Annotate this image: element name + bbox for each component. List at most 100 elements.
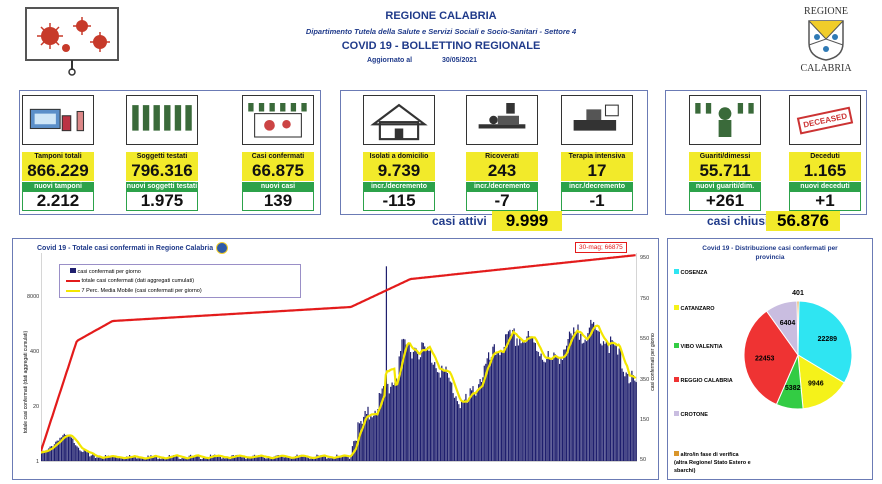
daily-bar bbox=[469, 388, 471, 461]
kpi-sub-value: 1.975 bbox=[126, 191, 198, 211]
daily-bar bbox=[143, 458, 145, 461]
line-chart-callout: 30-mag; 66875 bbox=[575, 242, 627, 253]
daily-bar bbox=[405, 344, 407, 461]
daily-bar bbox=[507, 331, 510, 461]
daily-bar bbox=[268, 457, 270, 461]
kpi-label: Soggetti testati bbox=[126, 152, 198, 161]
daily-bar bbox=[151, 456, 153, 461]
daily-bar bbox=[573, 327, 575, 461]
kpi-label: Ricoverati bbox=[466, 152, 538, 161]
daily-bar bbox=[505, 334, 507, 461]
daily-bar bbox=[387, 383, 389, 461]
kpi-label: Terapia intensiva bbox=[561, 152, 633, 161]
kpi-sub-label: nuovi tamponi bbox=[22, 182, 94, 191]
daily-bar bbox=[350, 457, 352, 461]
virus-banner bbox=[20, 6, 124, 76]
daily-bar bbox=[266, 458, 268, 461]
daily-bar bbox=[448, 377, 450, 461]
daily-bar bbox=[483, 365, 485, 461]
pie-chart: 401 22289 9946 5382 22453 6404 bbox=[743, 290, 853, 410]
pie-slice-label: 5382 bbox=[785, 385, 801, 392]
daily-bar bbox=[567, 339, 569, 461]
daily-bar bbox=[608, 353, 610, 461]
pie-legend-item: CATANZARO bbox=[674, 305, 754, 313]
daily-bar bbox=[331, 457, 334, 461]
daily-bar bbox=[449, 381, 451, 461]
pie-legend-label: VIBO VALENTIA bbox=[680, 344, 723, 350]
daily-bar bbox=[557, 358, 559, 461]
daily-bar bbox=[356, 440, 358, 461]
daily-bar bbox=[242, 457, 244, 461]
daily-bar bbox=[333, 458, 335, 461]
legend-item-bars: casi confermati per giorno bbox=[70, 268, 141, 275]
daily-bar bbox=[295, 456, 297, 461]
daily-bar bbox=[341, 455, 344, 461]
daily-bar bbox=[94, 458, 97, 461]
daily-bar bbox=[598, 331, 600, 461]
daily-bar bbox=[593, 322, 595, 461]
bulletin-title: COVID 19 - BOLLETTINO REGIONALE bbox=[341, 40, 541, 52]
daily-bar bbox=[465, 393, 467, 461]
daily-bar bbox=[307, 458, 310, 461]
daily-bar bbox=[123, 458, 125, 461]
daily-bar bbox=[490, 357, 493, 461]
daily-bar bbox=[461, 401, 463, 461]
daily-bar bbox=[541, 359, 544, 461]
daily-bar bbox=[66, 434, 68, 461]
daily-bar bbox=[530, 336, 532, 461]
daily-bar bbox=[282, 456, 284, 461]
daily-bar bbox=[93, 454, 95, 461]
daily-bar bbox=[371, 417, 373, 461]
daily-bar bbox=[140, 458, 142, 461]
daily-bar bbox=[79, 450, 81, 461]
region-title: REGIONE CALABRIA bbox=[385, 10, 497, 22]
daily-bar bbox=[255, 456, 257, 461]
daily-bar bbox=[226, 457, 229, 461]
daily-bar bbox=[536, 350, 538, 461]
daily-bar bbox=[434, 362, 436, 461]
daily-bar bbox=[225, 458, 227, 461]
daily-bar bbox=[568, 331, 571, 461]
daily-bar bbox=[458, 404, 460, 461]
pie-legend-item: CROTONE bbox=[674, 411, 754, 419]
daily-bar bbox=[198, 455, 200, 461]
daily-bar bbox=[304, 457, 307, 461]
daily-bar bbox=[424, 346, 426, 461]
daily-bar bbox=[634, 380, 636, 461]
legend-swatch bbox=[674, 343, 679, 348]
legend-label-cumulative: totale casi confermati (dati aggregati c… bbox=[81, 278, 195, 284]
right-tick-0: 950 bbox=[640, 255, 650, 261]
daily-bar bbox=[187, 458, 189, 461]
daily-bar bbox=[202, 458, 205, 461]
daily-bar bbox=[385, 266, 388, 462]
daily-bar bbox=[576, 330, 578, 461]
daily-bar bbox=[478, 384, 480, 461]
daily-bar bbox=[581, 343, 583, 461]
daily-bar bbox=[473, 393, 476, 461]
daily-bar bbox=[425, 349, 427, 461]
right-tick-3: 350 bbox=[640, 377, 650, 383]
daily-bar bbox=[262, 456, 264, 461]
daily-bar bbox=[86, 452, 88, 461]
daily-bar bbox=[70, 437, 73, 461]
daily-bar bbox=[256, 456, 258, 461]
daily-bar bbox=[402, 338, 405, 461]
daily-bar bbox=[323, 455, 325, 461]
pie-legend-label: CROTONE bbox=[680, 412, 708, 418]
daily-bar bbox=[144, 459, 146, 461]
daily-bar bbox=[121, 458, 124, 461]
daily-bar bbox=[527, 331, 529, 461]
left-tick-1: 400 bbox=[30, 349, 40, 355]
daily-bar bbox=[303, 456, 305, 461]
daily-bar bbox=[364, 411, 366, 461]
kpi-icon-5 bbox=[561, 95, 633, 145]
daily-bar bbox=[564, 349, 566, 461]
daily-bar bbox=[381, 388, 383, 461]
region-logo-top: REGIONE bbox=[804, 6, 848, 17]
daily-bar bbox=[155, 455, 158, 461]
daily-bar bbox=[124, 458, 126, 461]
daily-bar bbox=[566, 345, 568, 461]
pie-legend-label: CATANZARO bbox=[680, 306, 715, 312]
daily-bar bbox=[137, 458, 139, 461]
daily-bar bbox=[53, 444, 56, 461]
